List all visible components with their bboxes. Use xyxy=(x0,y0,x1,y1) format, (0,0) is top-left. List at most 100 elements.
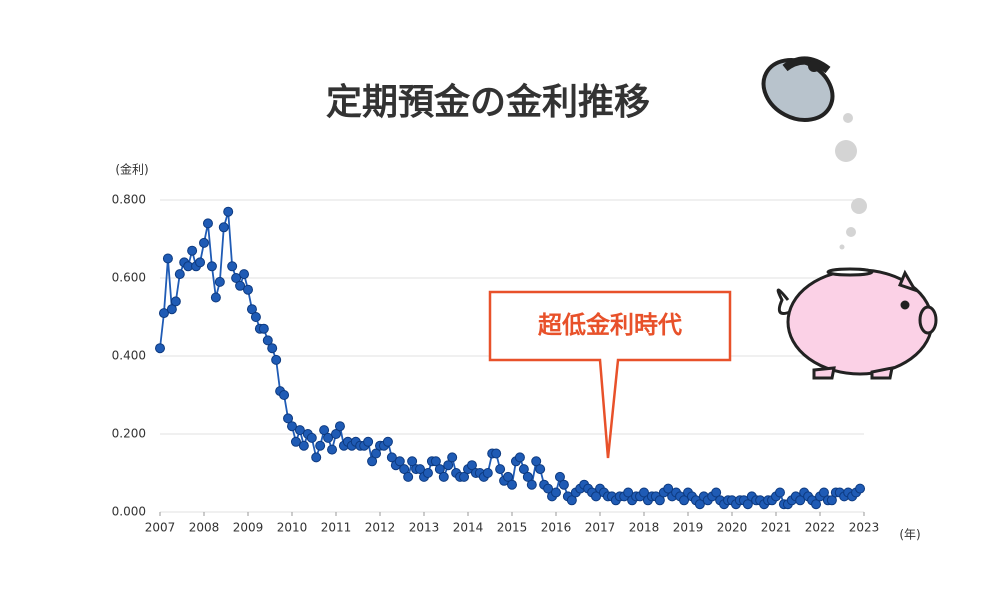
data-point xyxy=(491,448,502,459)
data-point xyxy=(258,323,269,334)
data-point xyxy=(166,304,177,315)
data-point xyxy=(382,436,393,447)
data-point xyxy=(371,448,382,459)
data-point xyxy=(287,421,297,432)
plot xyxy=(155,206,866,510)
y-tick-label: 0.200 xyxy=(112,427,146,441)
x-tick-label: 2016 xyxy=(541,521,572,535)
data-point xyxy=(654,495,665,506)
data-point xyxy=(331,429,341,439)
data-point xyxy=(246,304,257,315)
x-tick-label: 2023 xyxy=(849,521,880,535)
data-point xyxy=(543,483,554,494)
y-tick-label: 0.800 xyxy=(112,193,146,207)
x-tick-label: 2013 xyxy=(409,521,440,535)
data-point xyxy=(430,456,441,467)
data-point xyxy=(415,464,426,475)
data-point xyxy=(482,468,493,478)
data-point xyxy=(367,456,378,467)
data-point xyxy=(327,444,338,455)
data-point xyxy=(518,464,529,475)
x-tick-label: 2022 xyxy=(805,521,836,535)
data-point xyxy=(199,237,209,248)
data-point xyxy=(522,471,533,482)
x-tick-label: 2014 xyxy=(453,521,484,535)
data-point xyxy=(323,432,334,443)
data-point xyxy=(399,464,410,475)
x-tick-label: 2020 xyxy=(717,521,748,535)
data-point xyxy=(231,273,242,283)
y-axis-label: (金利) xyxy=(115,162,148,177)
data-point xyxy=(315,440,326,451)
data-point xyxy=(711,487,722,498)
data-point xyxy=(434,464,445,475)
annotation-box xyxy=(488,290,732,459)
x-tick-label: 2007 xyxy=(145,521,176,535)
data-point xyxy=(290,436,301,447)
data-point xyxy=(223,206,234,217)
data-point xyxy=(250,312,261,322)
data-point xyxy=(155,343,165,354)
data-point xyxy=(162,253,173,264)
x-tick-label: 2008 xyxy=(189,521,220,535)
data-point xyxy=(443,460,454,471)
annotation: 超低金利時代 xyxy=(538,311,682,339)
x-axis-label: (年) xyxy=(899,528,920,542)
data-point xyxy=(267,343,278,354)
data-point xyxy=(623,487,634,498)
data-point xyxy=(202,218,213,229)
x-tick-label: 2012 xyxy=(365,521,396,535)
data-point xyxy=(319,425,330,436)
data-point xyxy=(206,261,217,272)
data-point xyxy=(214,276,225,287)
data-point xyxy=(438,471,449,482)
data-point xyxy=(591,491,602,502)
x-tick-label: 2021 xyxy=(761,521,792,535)
data-point xyxy=(294,425,305,436)
data-point xyxy=(826,495,837,506)
x-tick-label: 2009 xyxy=(233,521,264,535)
y-tick-label: 0.000 xyxy=(112,505,146,519)
data-point xyxy=(306,432,317,443)
data-point xyxy=(394,456,405,467)
data-point xyxy=(279,390,290,400)
data-point xyxy=(271,354,282,365)
data-point xyxy=(187,245,198,256)
bubbles xyxy=(835,113,867,250)
data-point xyxy=(422,468,433,478)
data-point xyxy=(311,452,322,463)
data-point xyxy=(386,452,397,463)
data-point xyxy=(170,296,181,307)
x-tick-label: 2011 xyxy=(321,521,352,535)
x-tick-label: 2019 xyxy=(673,521,704,535)
data-point xyxy=(459,471,470,482)
data-point xyxy=(566,495,577,506)
data-point xyxy=(639,487,649,498)
data-point xyxy=(855,483,866,494)
x-tick-label: 2017 xyxy=(585,521,616,535)
piggy-bank-icon xyxy=(776,267,938,380)
data-point xyxy=(818,487,829,498)
data-point xyxy=(283,413,294,424)
data-point xyxy=(298,440,309,451)
data-point xyxy=(535,464,546,475)
wallet-icon xyxy=(761,56,835,122)
data-point xyxy=(466,460,477,471)
data-point xyxy=(174,269,185,280)
data-point xyxy=(243,284,253,295)
data-point xyxy=(514,452,525,463)
data-point xyxy=(407,456,418,467)
data-point xyxy=(495,464,506,475)
data-point xyxy=(334,421,345,432)
data-point xyxy=(227,261,238,272)
x-tick-label: 2018 xyxy=(629,521,660,535)
data-point xyxy=(158,308,169,319)
data-point xyxy=(195,257,206,268)
x-tick-label: 2015 xyxy=(497,521,528,535)
data-point xyxy=(679,495,690,506)
data-point xyxy=(795,495,806,506)
grid: 0.000 0.200 0.400 0.600 0.800 2007 2008 2009 201… xyxy=(112,193,880,535)
data-point xyxy=(262,335,273,346)
data-point xyxy=(663,483,674,494)
